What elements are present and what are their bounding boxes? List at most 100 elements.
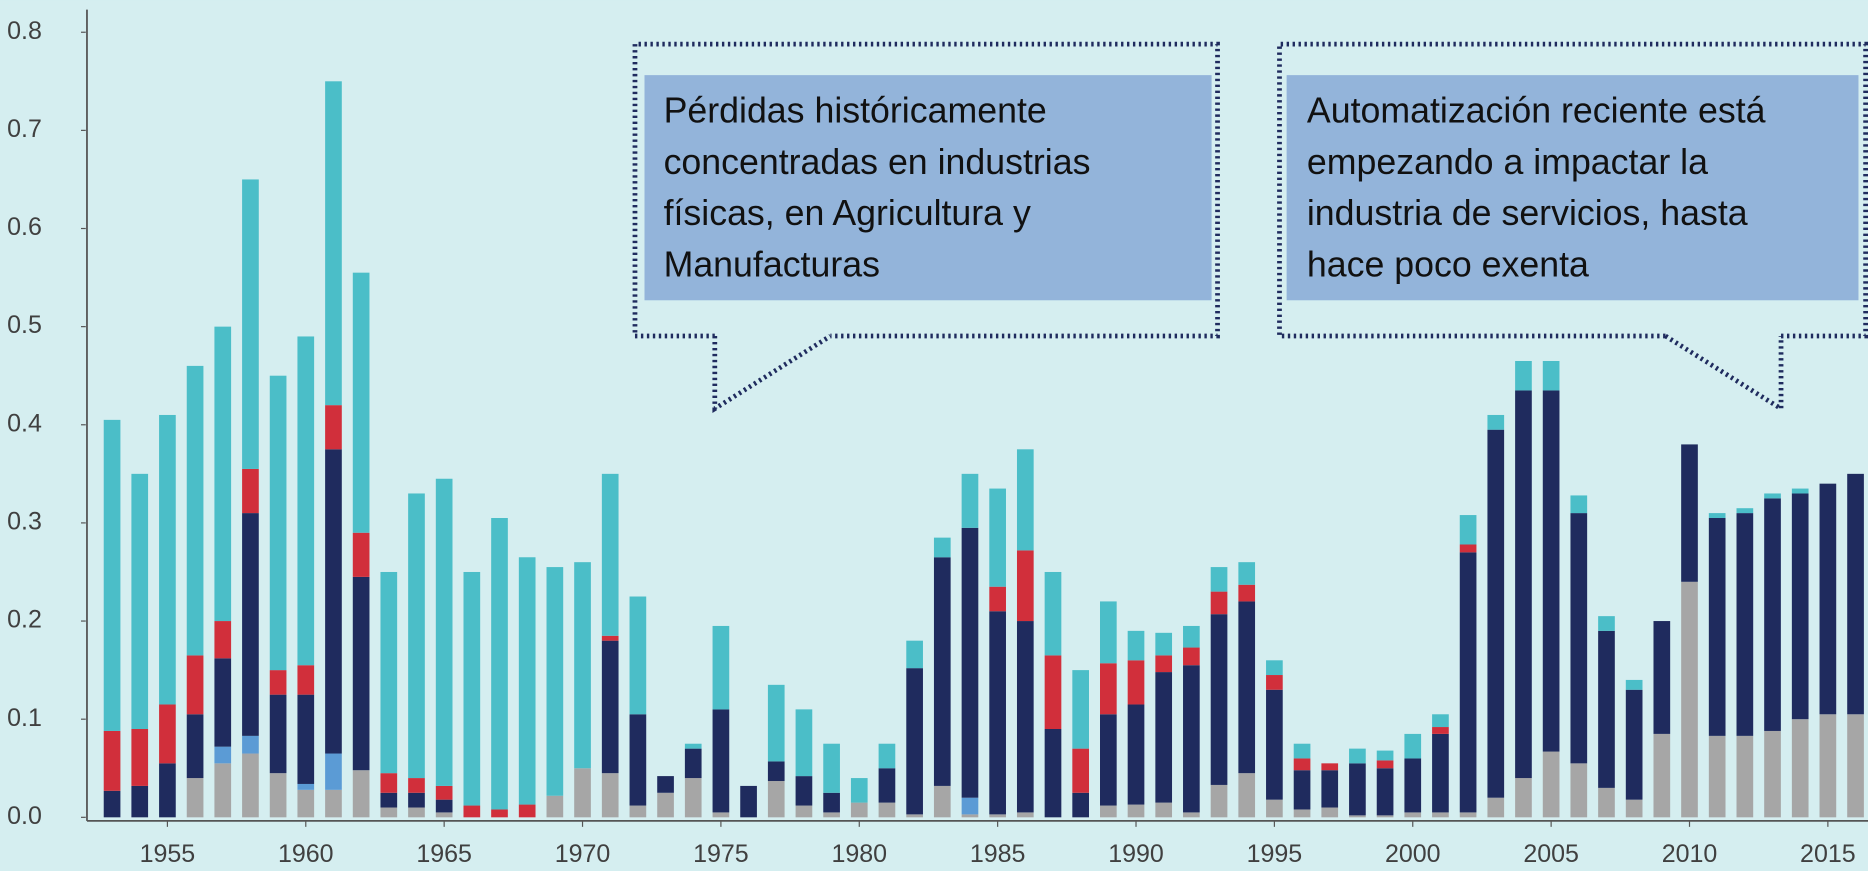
bar-segment	[713, 626, 730, 709]
bar-segment	[823, 793, 840, 813]
bar-segment	[1404, 812, 1421, 817]
bar-segment	[408, 493, 425, 778]
bar-segment	[934, 786, 951, 817]
x-tick-label: 1995	[1247, 840, 1303, 868]
bar-segment	[630, 714, 647, 805]
bar-segment	[1266, 800, 1283, 818]
bar-segment	[574, 768, 591, 817]
bar-segment	[104, 420, 121, 731]
bar-segment	[1017, 449, 1034, 550]
y-tick-label: 0.8	[7, 17, 42, 45]
bar-segment	[1128, 704, 1145, 804]
bar-segment	[934, 557, 951, 786]
bar-segment	[1460, 552, 1477, 812]
bar-segment	[796, 806, 813, 818]
bar-segment	[1653, 734, 1670, 817]
bar-segment	[214, 621, 231, 658]
bar-segment	[325, 790, 342, 817]
bar-segment	[353, 533, 370, 577]
bar-segment	[685, 778, 702, 817]
bar-segment	[1238, 562, 1255, 585]
bar-segment	[547, 567, 564, 796]
bar-segment	[934, 538, 951, 558]
x-tick-label: 1970	[555, 840, 611, 868]
annotation-line: físicas, en Agricultura y	[664, 193, 1031, 233]
bar-segment	[630, 806, 647, 818]
bar-segment	[325, 449, 342, 753]
bar-segment	[796, 776, 813, 805]
x-tick-label: 2010	[1662, 840, 1718, 868]
bar-segment	[989, 814, 1006, 817]
bar-segment	[1598, 788, 1615, 817]
y-tick-label: 0.5	[7, 311, 42, 339]
bar-segment	[962, 798, 979, 815]
bar-segment	[1570, 495, 1587, 513]
bar-segment	[1211, 785, 1228, 817]
bar-segment	[1017, 550, 1034, 621]
bar-segment	[1321, 770, 1338, 807]
bar-segment	[851, 778, 868, 803]
bar-segment	[242, 513, 259, 736]
bar-segment	[436, 812, 453, 817]
bar-segment	[1764, 493, 1781, 498]
bar-segment	[685, 749, 702, 778]
bar-segment	[1681, 582, 1698, 818]
bar-segment	[1128, 631, 1145, 660]
bar-segment	[1820, 484, 1837, 715]
bar-segment	[1737, 513, 1754, 736]
bar-segment	[1017, 812, 1034, 817]
bar-segment	[989, 611, 1006, 814]
bar-segment	[187, 366, 204, 655]
bar-segment	[1100, 601, 1117, 663]
bar-segment	[1764, 731, 1781, 817]
bar-segment	[547, 796, 564, 818]
bar-segment	[1155, 672, 1172, 803]
bar-segment	[380, 793, 397, 808]
bar-segment	[1072, 749, 1089, 793]
bar-segment	[1487, 430, 1504, 798]
bar-segment	[962, 814, 979, 817]
bar-segment	[1737, 736, 1754, 817]
bar-segment	[1100, 663, 1117, 714]
bar-segment	[1128, 805, 1145, 818]
bar-segment	[906, 641, 923, 668]
bar-segment	[1155, 655, 1172, 672]
bar-segment	[1460, 812, 1477, 817]
x-tick-label: 1955	[140, 840, 196, 868]
bar-segment	[1266, 660, 1283, 675]
bar-segment	[796, 709, 813, 776]
bar-segment	[1266, 675, 1283, 690]
bar-segment	[104, 791, 121, 817]
bar-segment	[574, 562, 591, 768]
bar-segment	[1737, 508, 1754, 513]
bar-segment	[187, 714, 204, 778]
bar-segment	[713, 709, 730, 812]
bar-segment	[242, 179, 259, 468]
x-tick-label: 1965	[416, 840, 472, 868]
annotation-line: industria de servicios, hasta	[1307, 193, 1748, 233]
bar-segment	[1349, 815, 1366, 817]
bar-segment	[1266, 690, 1283, 800]
bar-segment	[823, 744, 840, 793]
bar-segment	[1211, 614, 1228, 785]
bar-segment	[1515, 361, 1532, 390]
bar-segment	[1432, 812, 1449, 817]
bar-segment	[1183, 665, 1200, 812]
chart: 0.00.10.20.30.40.50.60.70.81955196019651…	[0, 0, 1868, 871]
bar-segment	[1598, 616, 1615, 631]
bar-segment	[187, 655, 204, 714]
x-tick-label: 1985	[970, 840, 1026, 868]
bar-segment	[657, 776, 674, 793]
bar-segment	[1515, 390, 1532, 778]
bar-segment	[1294, 770, 1311, 809]
y-tick-label: 0.3	[7, 508, 42, 536]
bar-segment	[1681, 444, 1698, 581]
bar-segment	[380, 572, 397, 773]
bar-segment	[1045, 655, 1062, 729]
bar-segment	[1820, 714, 1837, 817]
bar-segment	[1045, 572, 1062, 655]
page: 0.00.10.20.30.40.50.60.70.81955196019651…	[0, 0, 1868, 871]
bar-segment	[242, 469, 259, 513]
bar-segment	[1294, 744, 1311, 759]
bar-segment	[1321, 808, 1338, 818]
